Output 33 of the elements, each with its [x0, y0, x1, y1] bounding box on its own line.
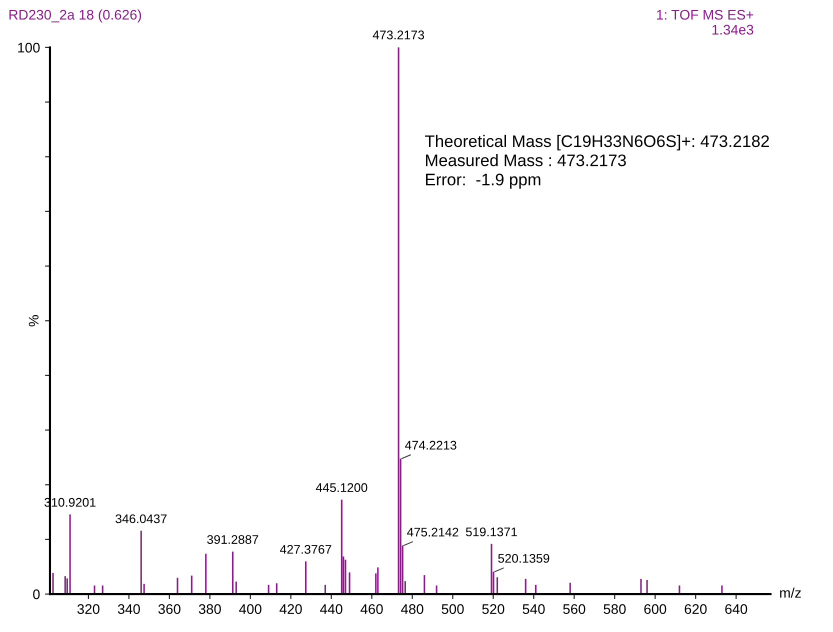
annotation: Theoretical Mass [C19H33N6O6S]+: 473.2182 Measured Mass : 473.2173 Error: -1.9 ppm	[425, 134, 769, 189]
annotation: 346.0437	[116, 514, 167, 524]
x-tick-label: 420	[280, 604, 302, 614]
x-tick-label: 400	[239, 604, 262, 614]
x-tick-label: 340	[118, 604, 140, 614]
annotation: 391.2887	[207, 535, 258, 544]
x-tick-label: 380	[198, 604, 221, 614]
x-tick-label: 460	[360, 604, 383, 614]
chart-subtitle: 1: TOF MS ES+ 1.34e3	[657, 10, 754, 35]
annotation: 445.1200	[316, 483, 368, 492]
x-tick-label: 560	[563, 604, 586, 614]
y-axis-title: %	[28, 315, 39, 326]
annotation: 473.2173	[372, 30, 424, 40]
annotation: 520.1359	[498, 554, 550, 563]
chart-title: RD230_2a 18 (0.626)	[9, 9, 142, 22]
x-tick-label: 600	[644, 604, 666, 614]
x-tick-label: 320	[77, 604, 100, 614]
x-tick-label: 440	[320, 604, 342, 614]
x-tick-label: 540	[522, 604, 545, 614]
x-tick-label: 520	[482, 604, 504, 614]
y-tick-label: 100	[18, 42, 40, 53]
annotation: 475.2142	[407, 528, 458, 537]
x-tick-label: 500	[442, 604, 464, 614]
x-tick-label: 640	[725, 604, 748, 614]
y-tick-label: 0	[33, 589, 40, 600]
x-axis-title: m/z	[780, 588, 801, 598]
x-tick-label: 620	[684, 604, 707, 614]
x-tick-label: 580	[604, 604, 626, 614]
x-tick-label: 360	[158, 604, 180, 614]
annotation: 427.3767	[280, 544, 332, 554]
annotation: 519.1371	[466, 527, 517, 536]
annotation: 474.2213	[405, 440, 456, 450]
x-tick-label: 480	[401, 604, 424, 614]
